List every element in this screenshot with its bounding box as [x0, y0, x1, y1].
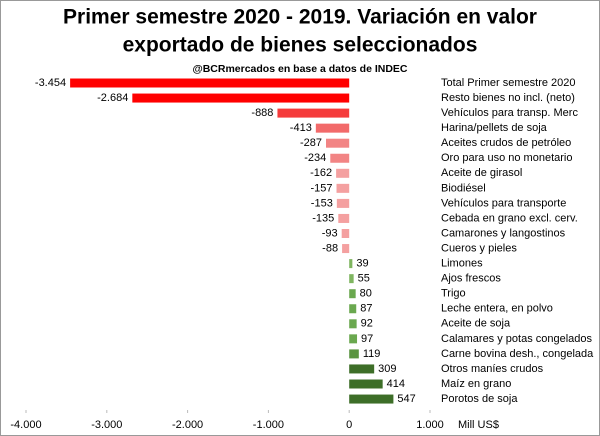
bar — [326, 138, 350, 148]
value-label: -93 — [322, 227, 338, 239]
x-tick-label: 0 — [346, 419, 352, 431]
value-label: 39 — [356, 258, 368, 270]
value-label: -157 — [310, 182, 332, 194]
bar — [349, 349, 359, 359]
x-tick-label: -3.000 — [91, 419, 122, 431]
bar — [349, 274, 354, 284]
category-label: Camarones y langostinos — [441, 227, 566, 239]
category-label: Resto bienes no incl. (neto) — [441, 92, 575, 104]
bar — [315, 123, 350, 133]
bar — [349, 364, 375, 374]
bar — [349, 289, 356, 299]
category-label: Vehículos para transporte — [441, 197, 566, 209]
bar — [132, 93, 350, 103]
category-label: Cebada en grano excl. cerv. — [441, 212, 578, 224]
bar — [342, 244, 350, 254]
bar — [341, 229, 350, 238]
value-label: 87 — [360, 303, 372, 315]
bar — [349, 334, 358, 344]
value-label: -153 — [311, 197, 333, 209]
value-label: -3.454 — [35, 77, 66, 89]
bar — [277, 108, 350, 118]
x-tick-label: 1.000 — [416, 419, 444, 431]
category-label: Aceite de girasol — [441, 167, 522, 179]
category-label: Otros maníes crudos — [441, 363, 544, 375]
bar — [349, 394, 394, 404]
value-label: -413 — [290, 122, 312, 134]
x-tick-label: -2.000 — [172, 419, 203, 431]
x-unit: Mill US$ — [458, 419, 499, 431]
value-label: -888 — [251, 107, 273, 119]
bar — [336, 198, 350, 208]
bar — [70, 78, 350, 88]
value-label: 119 — [363, 348, 381, 360]
category-label: Aceite de soja — [441, 318, 511, 330]
chart-title: exportado de bienes seleccionados — [123, 34, 478, 57]
bar — [349, 304, 357, 314]
category-label: Aceites crudos de petróleo — [441, 137, 571, 149]
value-label: 80 — [360, 288, 372, 300]
value-label: -2.684 — [97, 92, 128, 104]
value-label: 92 — [361, 318, 373, 330]
value-label: -88 — [322, 242, 338, 254]
category-label: Limones — [441, 258, 483, 270]
value-label: -234 — [304, 152, 326, 164]
chart-title: Primer semestre 2020 - 2019. Variación e… — [63, 6, 537, 29]
x-tick-label: -4.000 — [10, 419, 41, 431]
category-label: Cueros y pieles — [441, 242, 517, 254]
bar — [349, 319, 357, 329]
subtitle: @BCRmercados en base a datos de INDEC — [192, 63, 407, 75]
bar — [336, 168, 350, 178]
category-label: Harina/pellets de soja — [441, 122, 548, 134]
value-label: -135 — [312, 212, 334, 224]
category-label: Total Primer semestre 2020 — [441, 77, 576, 89]
bar — [336, 183, 350, 193]
category-label: Oro para uso no monetario — [441, 152, 572, 164]
bar — [330, 153, 350, 163]
value-label: 547 — [397, 393, 415, 405]
category-label: Ajos frescos — [441, 273, 501, 285]
category-label: Vehículos para transp. Merc — [441, 107, 578, 119]
value-label: 309 — [378, 363, 396, 375]
bar — [349, 259, 353, 269]
category-label: Leche entera, en polvo — [441, 303, 553, 315]
value-label: 414 — [387, 378, 405, 390]
bar — [338, 213, 350, 223]
x-tick-label: -1.000 — [253, 419, 284, 431]
category-label: Trigo — [441, 288, 466, 300]
category-label: Maíz en grano — [441, 378, 511, 390]
value-label: -287 — [300, 137, 322, 149]
value-label: 55 — [358, 273, 370, 285]
category-label: Calamares y potas congelados — [441, 333, 593, 345]
value-label: 97 — [361, 333, 373, 345]
category-label: Biodiésel — [441, 182, 486, 194]
value-label: -162 — [310, 167, 332, 179]
bar — [349, 379, 383, 389]
category-label: Porotos de soja — [441, 393, 518, 405]
category-label: Carne bovina desh., congelada — [441, 348, 594, 360]
